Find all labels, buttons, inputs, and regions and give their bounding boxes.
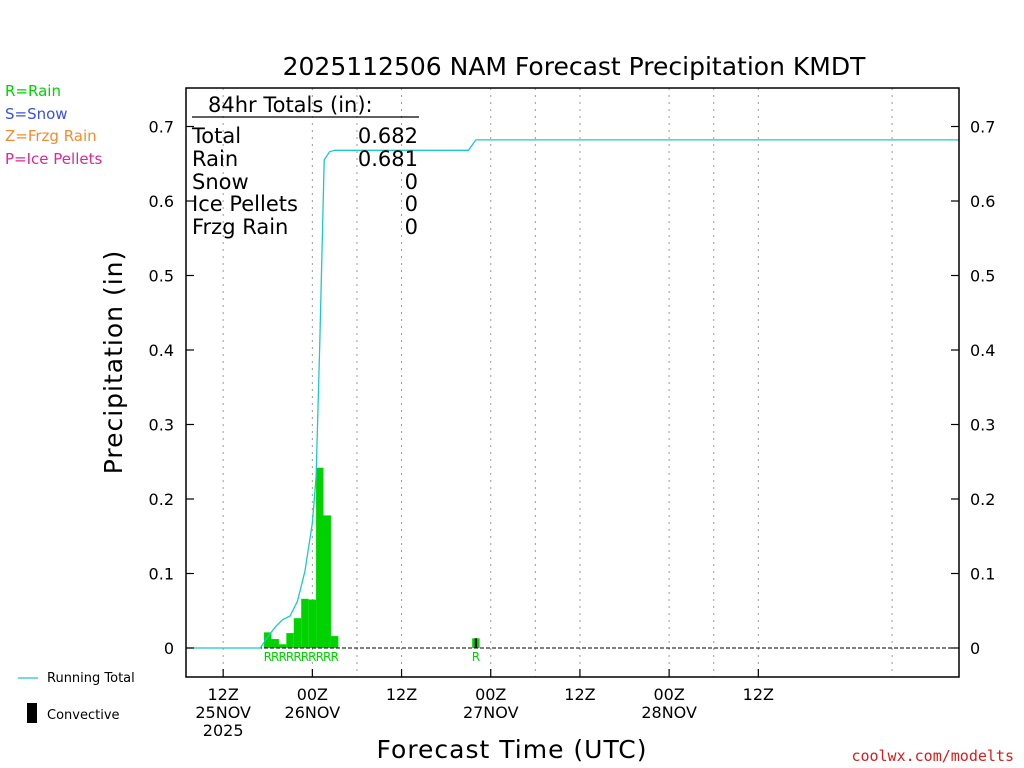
y-axis-left: 0 0.1 0.2 0.3 0.4 0.5 0.6 0.7 <box>149 118 194 658</box>
totals-value-total: 0.682 <box>358 124 418 148</box>
totals-label-total: Total <box>191 124 241 148</box>
plot-frame <box>185 87 960 678</box>
x-tick-label-2-0: 12Z <box>386 685 417 704</box>
legend-running-total: Running Total <box>47 671 135 686</box>
x-tick-label-0-0: 12Z <box>207 685 238 704</box>
y-tick-label-right-3: 0.3 <box>970 416 995 435</box>
x-tick-label-6-0: 12Z <box>743 685 774 704</box>
y-tick-label-right-5: 0.5 <box>970 267 995 286</box>
ptype-label-7: R <box>316 650 324 664</box>
convective-swatch <box>27 703 37 723</box>
totals-value-rain: 0.681 <box>358 147 418 171</box>
series-legend: Running Total Convective <box>18 671 135 723</box>
y-tick-label-left-5: 0.5 <box>149 267 174 286</box>
precip-bar-6 <box>308 599 317 648</box>
x-tick-label-5-0: 00Z <box>653 685 684 704</box>
y-tick-label-left-6: 0.6 <box>149 192 174 211</box>
y-tick-label-left-3: 0.3 <box>149 416 174 435</box>
legend-frzg-rain: Z=Frzg Rain <box>5 127 97 145</box>
y-tick-label-right-0: 0 <box>970 639 980 658</box>
ptype-label-9: R <box>330 650 338 664</box>
totals-label-frzg-rain: Frzg Rain <box>192 215 288 239</box>
ptype-label-2: R <box>278 650 286 664</box>
x-axis-label: Forecast Time (UTC) <box>377 735 648 764</box>
ptype-label-8: R <box>323 650 331 664</box>
precip-bar-1 <box>271 639 279 648</box>
legend-ice-pellets: P=Ice Pellets <box>5 150 102 168</box>
legend-snow: S=Snow <box>5 105 68 123</box>
totals-label-snow: Snow <box>192 170 249 194</box>
running-total-line <box>186 139 959 649</box>
y-tick-label-left-4: 0.4 <box>149 341 174 360</box>
ptype-label-0: R <box>264 650 272 664</box>
y-axis-right: 0 0.1 0.2 0.3 0.4 0.5 0.6 0.7 <box>951 118 995 658</box>
legend-rain: R=Rain <box>5 82 61 100</box>
precip-bar-9 <box>330 636 339 648</box>
y-tick-label-left-7: 0.7 <box>149 118 174 137</box>
chart-title: 2025112506 NAM Forecast Precipitation KM… <box>283 52 866 81</box>
totals-value-ice-pellets: 0 <box>405 192 418 216</box>
ptype-label-10: R <box>472 650 480 664</box>
precip-bar-5 <box>301 598 309 648</box>
totals-value-frzg-rain: 0 <box>405 215 418 239</box>
y-tick-label-right-7: 0.7 <box>970 118 995 137</box>
ptype-label-5: R <box>301 650 309 664</box>
grid-lines <box>222 88 893 677</box>
ptype-label-1: R <box>271 650 279 664</box>
totals-value-snow: 0 <box>405 170 418 194</box>
totals-box: 84hr Totals (in): Total 0.682 Rain 0.681… <box>191 93 419 239</box>
x-tick-label-1-1: 26NOV <box>285 703 341 722</box>
precip-bar-0 <box>264 632 272 648</box>
y-tick-label-left-1: 0.1 <box>149 565 174 584</box>
y-tick-label-right-4: 0.4 <box>970 341 995 360</box>
y-tick-label-right-1: 0.1 <box>970 565 995 584</box>
y-tick-label-right-2: 0.2 <box>970 490 995 509</box>
credit-text: coolwx.com/modelts <box>851 747 1014 765</box>
convective-bar-10 <box>474 638 477 648</box>
y-tick-label-right-6: 0.6 <box>970 192 995 211</box>
ptype-label-6: R <box>308 650 316 664</box>
bars-group <box>264 467 480 648</box>
x-tick-label-5-1: 28NOV <box>641 703 697 722</box>
x-tick-label-0-2: 2025 <box>203 721 244 740</box>
ptype-label-4: R <box>293 650 301 664</box>
x-tick-label-4-0: 12Z <box>564 685 595 704</box>
totals-label-ice-pellets: Ice Pellets <box>192 192 298 216</box>
x-tick-label-3-0: 00Z <box>475 685 506 704</box>
precip-bar-7 <box>316 467 324 648</box>
x-tick-label-1-0: 00Z <box>297 685 328 704</box>
y-tick-label-left-2: 0.2 <box>149 490 174 509</box>
y-tick-label-left-0: 0 <box>164 639 174 658</box>
precip-type-legend: R=Rain S=Snow Z=Frzg Rain P=Ice Pellets <box>5 82 102 168</box>
precip-bar-4 <box>293 618 302 648</box>
legend-convective: Convective <box>47 708 120 723</box>
x-tick-label-0-1: 25NOV <box>195 703 251 722</box>
precip-bar-8 <box>323 515 331 648</box>
totals-label-rain: Rain <box>192 147 238 171</box>
precip-bar-2 <box>278 644 287 648</box>
x-tick-label-3-1: 27NOV <box>463 703 519 722</box>
totals-heading: 84hr Totals (in): <box>208 93 373 117</box>
y-axis-label: Precipitation (in) <box>99 250 128 475</box>
precip-bar-3 <box>286 633 294 648</box>
ptype-label-3: R <box>286 650 294 664</box>
